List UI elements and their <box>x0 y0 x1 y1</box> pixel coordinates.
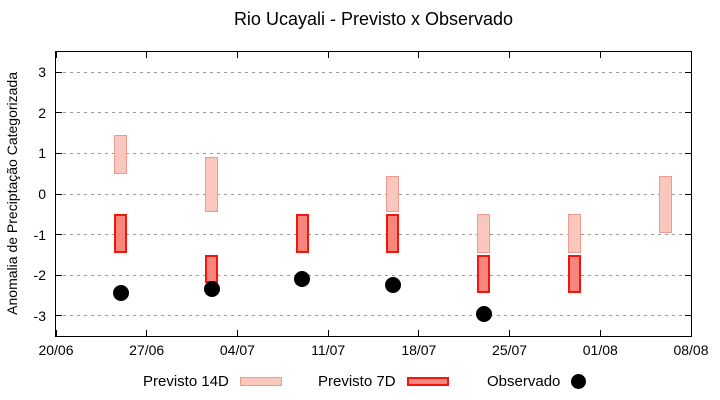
legend-swatch-previsto-7d <box>406 376 449 386</box>
x-tick-label: 11/07 <box>311 342 346 358</box>
gridline <box>56 112 691 114</box>
observado-dot <box>294 271 311 288</box>
x-tick-top <box>55 52 57 58</box>
x-tick-top <box>327 52 329 58</box>
gridline <box>56 193 691 195</box>
legend-swatch-previsto-14d <box>239 376 282 386</box>
x-tick-label: 20/06 <box>38 342 74 358</box>
gridline <box>56 274 691 276</box>
y-tick-right <box>685 274 691 276</box>
observado-dot <box>475 305 492 322</box>
bar-previsto-14d <box>205 157 218 213</box>
y-tick-left <box>56 234 62 236</box>
x-tick-label: 01/08 <box>582 342 618 358</box>
observado-dot <box>203 281 220 298</box>
y-tick-right <box>685 112 691 114</box>
y-tick-right <box>685 152 691 154</box>
bar-previsto-7d <box>477 254 491 294</box>
x-tick-top <box>236 52 238 58</box>
y-tick-right <box>685 193 691 195</box>
bar-previsto-14d <box>567 214 581 253</box>
x-tick-bottom <box>55 330 57 336</box>
x-tick-bottom <box>418 330 420 336</box>
x-tick-bottom <box>509 330 511 336</box>
y-tick-left <box>56 274 62 276</box>
y-tick-label: 3 <box>38 64 46 81</box>
legend-label-observado: Observado <box>487 372 561 390</box>
gridline <box>56 234 691 236</box>
x-tick-bottom <box>146 330 148 336</box>
legend-item-previsto-7d: Previsto 7D <box>318 370 449 392</box>
plot-area <box>55 51 692 337</box>
y-tick-label: -3 <box>33 307 46 324</box>
bar-previsto-7d <box>114 214 128 253</box>
bar-previsto-7d <box>295 214 309 253</box>
y-tick-label: 2 <box>38 104 46 121</box>
y-tick-right <box>685 315 691 317</box>
gridline <box>56 152 691 154</box>
y-tick-label: 0 <box>38 186 46 202</box>
y-tick-left <box>56 71 62 73</box>
x-tick-top <box>146 52 148 58</box>
y-tick-label: -2 <box>33 267 46 284</box>
y-tick-right <box>685 234 691 236</box>
legend-item-previsto-14d: Previsto 14D <box>143 370 282 392</box>
bar-previsto-14d <box>386 175 400 213</box>
bar-previsto-14d <box>114 135 128 174</box>
x-tick-label: 27/06 <box>129 342 165 358</box>
y-tick-left <box>56 112 62 114</box>
y-tick-left <box>56 193 62 195</box>
observado-dot <box>384 277 401 294</box>
y-tick-left <box>56 315 62 317</box>
bar-previsto-7d <box>386 214 400 253</box>
bar-previsto-7d <box>205 254 218 284</box>
bar-previsto-7d <box>567 254 581 294</box>
observado-dot <box>112 285 129 302</box>
y-tick-label: -1 <box>33 226 46 243</box>
legend-item-observado: Observado <box>487 370 587 392</box>
x-tick-label: 25/07 <box>492 342 528 358</box>
gridline <box>56 315 691 317</box>
bar-previsto-14d <box>658 175 672 233</box>
y-tick-label: 1 <box>38 145 46 162</box>
x-tick-top <box>599 52 601 58</box>
x-tick-bottom <box>236 330 238 336</box>
x-tick-label: 18/07 <box>401 342 437 358</box>
x-tick-bottom <box>690 330 692 336</box>
bar-previsto-14d <box>477 214 491 253</box>
legend-label-previsto-14d: Previsto 14D <box>143 372 229 390</box>
gridline <box>56 71 691 73</box>
x-tick-top <box>690 52 692 58</box>
x-tick-label: 04/07 <box>219 342 255 358</box>
y-tick-left <box>56 152 62 154</box>
legend: Previsto 14D Previsto 7D Observado <box>0 370 720 392</box>
y-tick-right <box>685 71 691 73</box>
x-tick-label: 08/08 <box>673 342 709 358</box>
x-tick-top <box>418 52 420 58</box>
legend-label-previsto-7d: Previsto 7D <box>318 372 396 390</box>
x-tick-bottom <box>327 330 329 336</box>
x-tick-top <box>509 52 511 58</box>
legend-swatch-observado-dot <box>571 373 587 389</box>
chart-title: Rio Ucayali - Previsto x Observado <box>233 9 514 29</box>
x-tick-bottom <box>599 330 601 336</box>
